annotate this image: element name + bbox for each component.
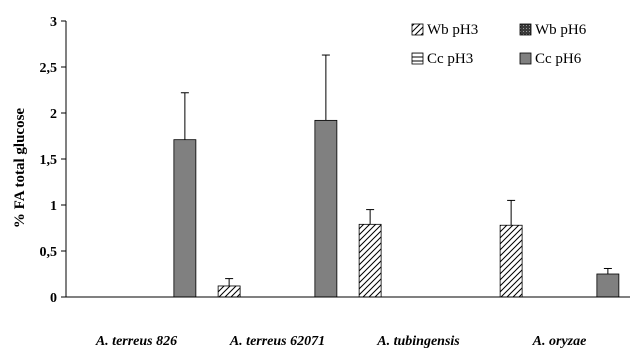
legend-label: Cc pH6 [535, 51, 582, 67]
x-category-label: A. tubingensis [376, 334, 460, 349]
legend-swatch [519, 23, 532, 36]
y-tick-label: 1,5 [40, 153, 58, 168]
legend-label: Wb pH3 [427, 22, 478, 38]
x-category-label: A. terreus 826 [95, 334, 177, 349]
bar [314, 119, 338, 298]
bar [596, 273, 620, 298]
x-category-label: A. oryzae [532, 334, 587, 349]
bar [358, 223, 382, 298]
bar [217, 285, 241, 298]
bar [173, 139, 197, 298]
legend: Wb pH3 Wb pH6 Cc pH3 Cc pH6 [411, 22, 587, 67]
legend-swatch [519, 52, 532, 65]
y-tick-label: 2 [50, 107, 57, 122]
y-tick-label: 3 [50, 15, 57, 30]
bar [499, 224, 523, 298]
x-category-label: A. terreus 62071 [229, 334, 325, 349]
legend-swatch [411, 52, 424, 65]
y-tick-label: 1 [50, 199, 57, 214]
legend-label: Wb pH6 [535, 22, 587, 38]
y-tick-label: 0 [50, 291, 57, 306]
legend-swatch [411, 23, 424, 36]
legend-label: Cc pH3 [427, 51, 473, 67]
y-tick-label: 0,5 [40, 245, 58, 260]
y-tick-label: 2,5 [40, 61, 58, 76]
y-axis-label: % FA total glucose [12, 108, 28, 228]
